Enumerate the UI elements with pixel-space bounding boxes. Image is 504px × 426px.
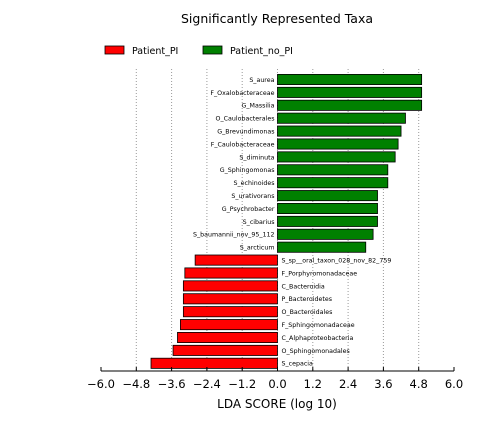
bar [172,344,278,356]
bar-label: S_echinoides [234,180,275,187]
x-tick-label: 1.2 [304,377,322,391]
bar [277,215,378,227]
bar-label: S_baumannii_nov_95_112 [193,232,275,239]
bar [277,228,374,240]
x-tick-label: −2.4 [193,377,221,391]
bar-label: C_Alphaproteobacteria [282,335,354,342]
legend-label: Patient_no_PI [230,46,293,57]
x-tick-label: 3.6 [374,377,392,391]
bar [277,190,378,202]
bar [277,177,389,189]
bar [184,267,278,279]
bar [277,241,367,253]
bar [277,202,378,214]
x-axis-ticks: −6.0 −4.8 −3.6 −2.4 −1.2 0.0 1.2 2.4 3.6 4.8 6.0 [87,367,463,391]
x-tick-label: −4.8 [122,377,150,391]
bar-label: S_diminuta [239,154,274,161]
bar-label: F_Porphyromonadaceae [282,270,358,277]
x-tick-label: 6.0 [445,377,463,391]
bar-label: F_Caulobacteraceae [211,141,275,148]
x-tick-label: −6.0 [87,377,115,391]
x-tick-label: −1.2 [228,377,256,391]
bars-group [150,74,423,369]
legend: Patient_PI Patient_no_PI [104,45,293,57]
bar-label: S_urativorans [231,193,274,200]
bar-label: G_Massilia [242,103,275,110]
bar-label: O_Caulobacterales [216,116,275,123]
bar [182,280,278,292]
bar-label: S_cibarius [243,219,275,226]
bar [277,86,423,98]
bar [277,138,399,150]
chart-title: Significantly Represented Taxa [181,11,373,26]
bar-label: G_Psychrobacter [222,206,275,213]
bar-label: O_Bacteroidales [282,309,333,316]
x-tick-label: −3.6 [158,377,186,391]
bar [277,151,396,163]
bar [177,331,278,343]
legend-swatch [202,45,223,55]
bar [180,319,278,331]
legend-label: Patient_PI [132,46,178,57]
bar [182,293,278,305]
bar-label: S_aurea [249,77,274,84]
x-tick-label: 4.8 [410,377,428,391]
x-tick-label: 2.4 [339,377,357,391]
x-axis-label: LDA SCORE (log 10) [217,397,337,411]
bar [277,74,423,86]
bar-label: G_Sphingomonas [220,167,275,174]
bar-label: S_arcticum [240,245,275,252]
bar-labels-group: S_aurea F_Oxalobacteraceae G_Massilia O_Cau… [193,77,391,368]
x-tick-label: 0.0 [268,377,286,391]
bar [277,112,406,124]
bar [182,306,278,318]
bar [277,164,389,176]
bar [277,125,402,137]
legend-swatch [104,45,125,55]
bar-label: F_Sphingomonadaceae [282,322,355,329]
bar [194,254,278,266]
bar [277,99,423,111]
bar-label: S_sp__oral_taxon_028_nov_82_759 [282,258,392,265]
bar [150,357,278,369]
bar-label: G_Brevundimonas [217,129,274,136]
bar-label: O_Sphingomonadales [282,348,350,355]
bar-label: P_Bacteroidetes [282,296,332,303]
bar-label: F_Oxalobacteraceae [210,90,274,97]
bar-label: S_cepacia [282,361,314,368]
bar-label: C_Bacteroidia [282,283,325,290]
